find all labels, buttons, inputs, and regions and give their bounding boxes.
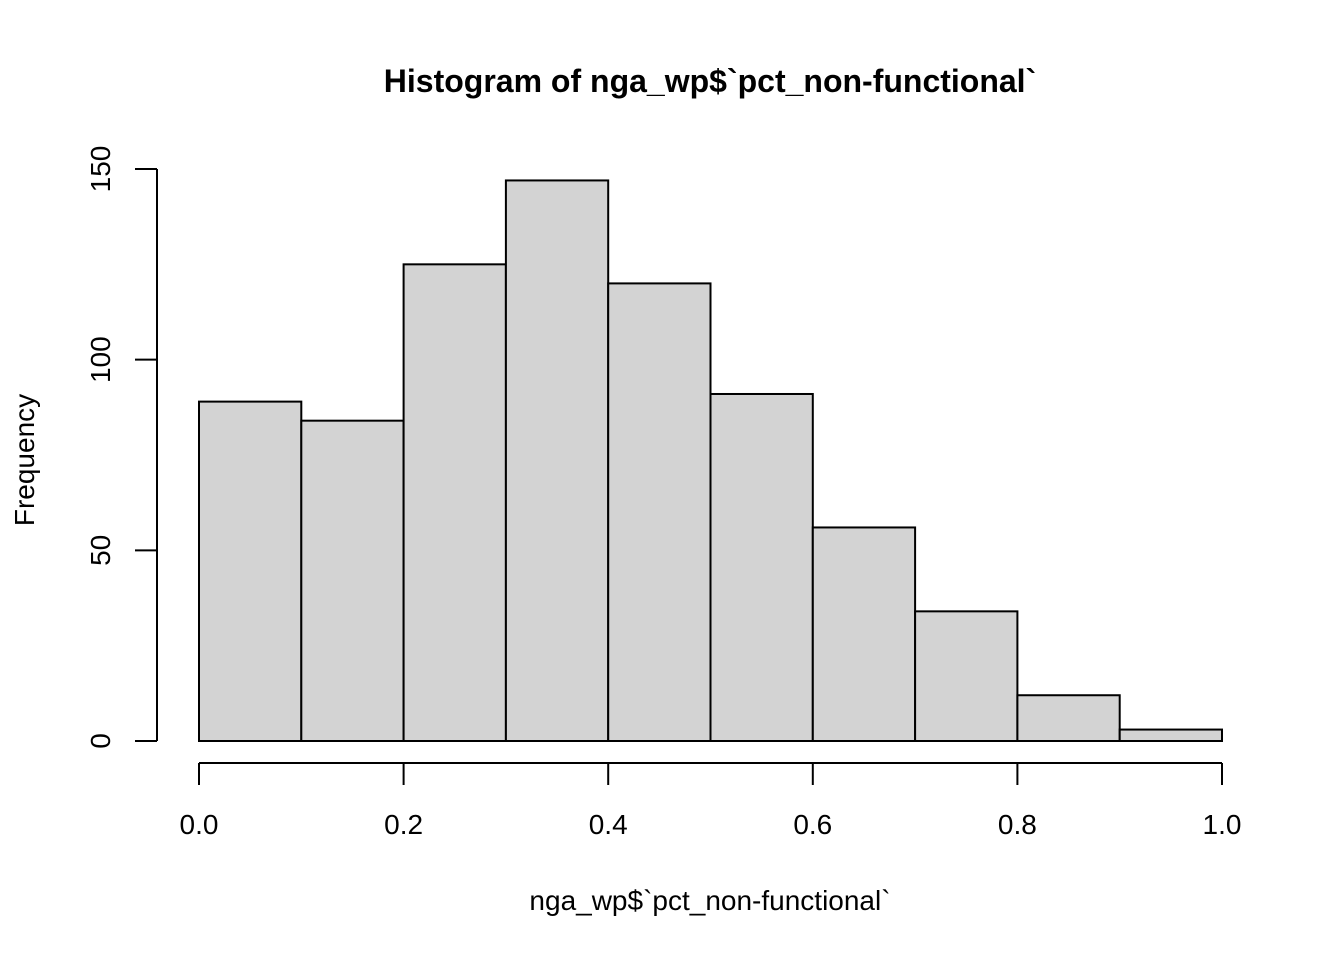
histogram-bar bbox=[198, 400, 303, 742]
x-tick-label: 1.0 bbox=[1203, 809, 1242, 840]
y-tick-label: 50 bbox=[85, 535, 116, 566]
bars-group bbox=[198, 179, 1223, 743]
x-tick-label: 0.4 bbox=[589, 809, 628, 840]
x-axis: 0.0 0.2 0.4 0.6 0.8 1.0 bbox=[180, 762, 1242, 840]
x-tick-label: 0.0 bbox=[180, 809, 219, 840]
y-tick-label: 0 bbox=[85, 733, 116, 749]
histogram-bar bbox=[300, 419, 405, 742]
histogram-bar bbox=[811, 526, 917, 742]
y-tick-label: 150 bbox=[85, 146, 116, 193]
y-axis: 0 50 100 150 bbox=[85, 146, 158, 749]
histogram-bar bbox=[709, 392, 814, 742]
y-tick-label: 100 bbox=[85, 336, 116, 383]
x-tick-label: 0.8 bbox=[998, 809, 1037, 840]
chart-title: Histogram of nga_wp$`pct_non-functional` bbox=[384, 63, 1036, 99]
histogram-bar bbox=[1016, 694, 1121, 742]
x-tick-label: 0.6 bbox=[793, 809, 832, 840]
histogram-bar bbox=[914, 610, 1019, 743]
histogram-bar bbox=[402, 263, 507, 742]
x-tick-label: 0.2 bbox=[384, 809, 423, 840]
histogram-bar bbox=[504, 179, 610, 742]
histogram-bar bbox=[1118, 728, 1223, 742]
x-axis-label: nga_wp$`pct_non-functional` bbox=[529, 885, 890, 916]
y-axis-label: Frequency bbox=[9, 394, 40, 526]
histogram-bar bbox=[607, 282, 712, 742]
